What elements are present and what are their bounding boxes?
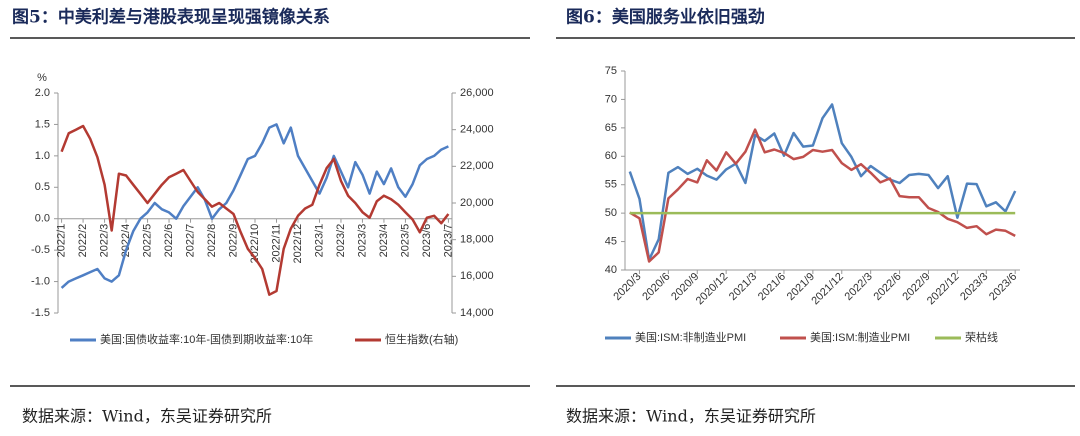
y-axis-label: % (37, 72, 47, 84)
legend-label: 荣枯线 (965, 330, 998, 344)
legend-label: 美国:ISM:非制造业PMI (635, 330, 746, 344)
y-tick-label: -0.5 (31, 244, 50, 256)
x-tick-label: 2023/4 (378, 224, 390, 258)
x-tick-label: 2022/12 (292, 224, 304, 264)
y-tick-label: -1.0 (31, 275, 50, 287)
source: 数据来源：Wind，东吴证券研究所 (22, 407, 272, 426)
x-tick-label: 2023/7 (442, 224, 454, 258)
y-tick-label: 75 (605, 65, 617, 77)
y-tick-label: 1.0 (35, 150, 50, 162)
x-tick-label: 2022/5 (141, 224, 153, 258)
series-line (60, 124, 450, 296)
y2-tick-label: 18,000 (460, 234, 494, 246)
y-tick-label: 55 (605, 179, 617, 191)
x-tick-label: 2023/1 (313, 224, 325, 258)
x-tick-label: 2022/3 (843, 271, 875, 303)
y2-tick-label: 22,000 (460, 160, 494, 172)
y-tick-label: 1.5 (35, 118, 50, 130)
y2-tick-label: 20,000 (460, 197, 494, 209)
x-tick-label: 2022/12 (925, 271, 962, 308)
x-tick-label: 2022/6 (163, 224, 175, 258)
x-tick-label: 2022/6 (871, 271, 903, 303)
x-tick-label: 2021/12 (809, 271, 846, 308)
series-line (628, 103, 1017, 262)
x-tick-label: 2022/7 (184, 224, 196, 258)
chart-title: 图5：中美利差与港股表现呈现强镜像关系 (12, 7, 330, 28)
y-tick-label: 50 (605, 207, 617, 219)
y-tick-label: 0.0 (35, 213, 50, 225)
x-tick-label: 2023/3 (958, 271, 990, 303)
y-tick-label: 45 (605, 235, 617, 247)
series-line (629, 128, 1016, 263)
y2-tick-label: 14,000 (460, 307, 494, 319)
x-tick-label: 2021/6 (756, 271, 788, 303)
chart-title: 图6：美国服务业依旧强劲 (566, 7, 765, 28)
x-tick-label: 2022/9 (227, 224, 239, 258)
legend-label: 恒生指数(右轴) (385, 332, 458, 346)
x-tick-label: 2022/8 (206, 224, 218, 258)
y2-tick-label: 16,000 (460, 270, 494, 282)
x-tick-label: 2023/5 (399, 224, 411, 258)
y-tick-label: 2.0 (35, 87, 50, 99)
y-tick-label: 0.5 (35, 181, 50, 193)
x-tick-label: 2023/6 (421, 224, 433, 258)
y-tick-label: 40 (605, 264, 617, 276)
source: 数据来源：Wind，东吴证券研究所 (566, 407, 816, 426)
y2-tick-label: 26,000 (460, 87, 494, 99)
x-tick-label: 2021/3 (727, 271, 759, 303)
x-tick-label: 2022/1 (55, 224, 67, 258)
legend-label: 美国:ISM:制造业PMI (810, 330, 910, 344)
x-tick-label: 2022/11 (270, 224, 282, 263)
x-tick-label: 2020/6 (640, 271, 672, 303)
y-tick-label: 60 (605, 150, 617, 162)
y-tick-label: 70 (605, 93, 617, 105)
y-tick-label: -1.5 (31, 307, 50, 319)
series-line (60, 123, 449, 289)
x-tick-label: 2023/6 (987, 271, 1019, 303)
x-tick-label: 2023/2 (335, 224, 347, 258)
x-tick-label: 2022/4 (120, 224, 132, 258)
x-tick-label: 2022/2 (77, 224, 89, 258)
legend-label: 美国:国债收益率:10年-国债到期收益率:10年 (100, 332, 313, 346)
x-tick-label: 2022/3 (98, 224, 110, 258)
x-tick-label: 2023/3 (356, 224, 368, 258)
y-tick-label: 65 (605, 122, 617, 134)
y2-tick-label: 24,000 (460, 124, 494, 136)
x-tick-label: 2020/12 (694, 271, 731, 308)
